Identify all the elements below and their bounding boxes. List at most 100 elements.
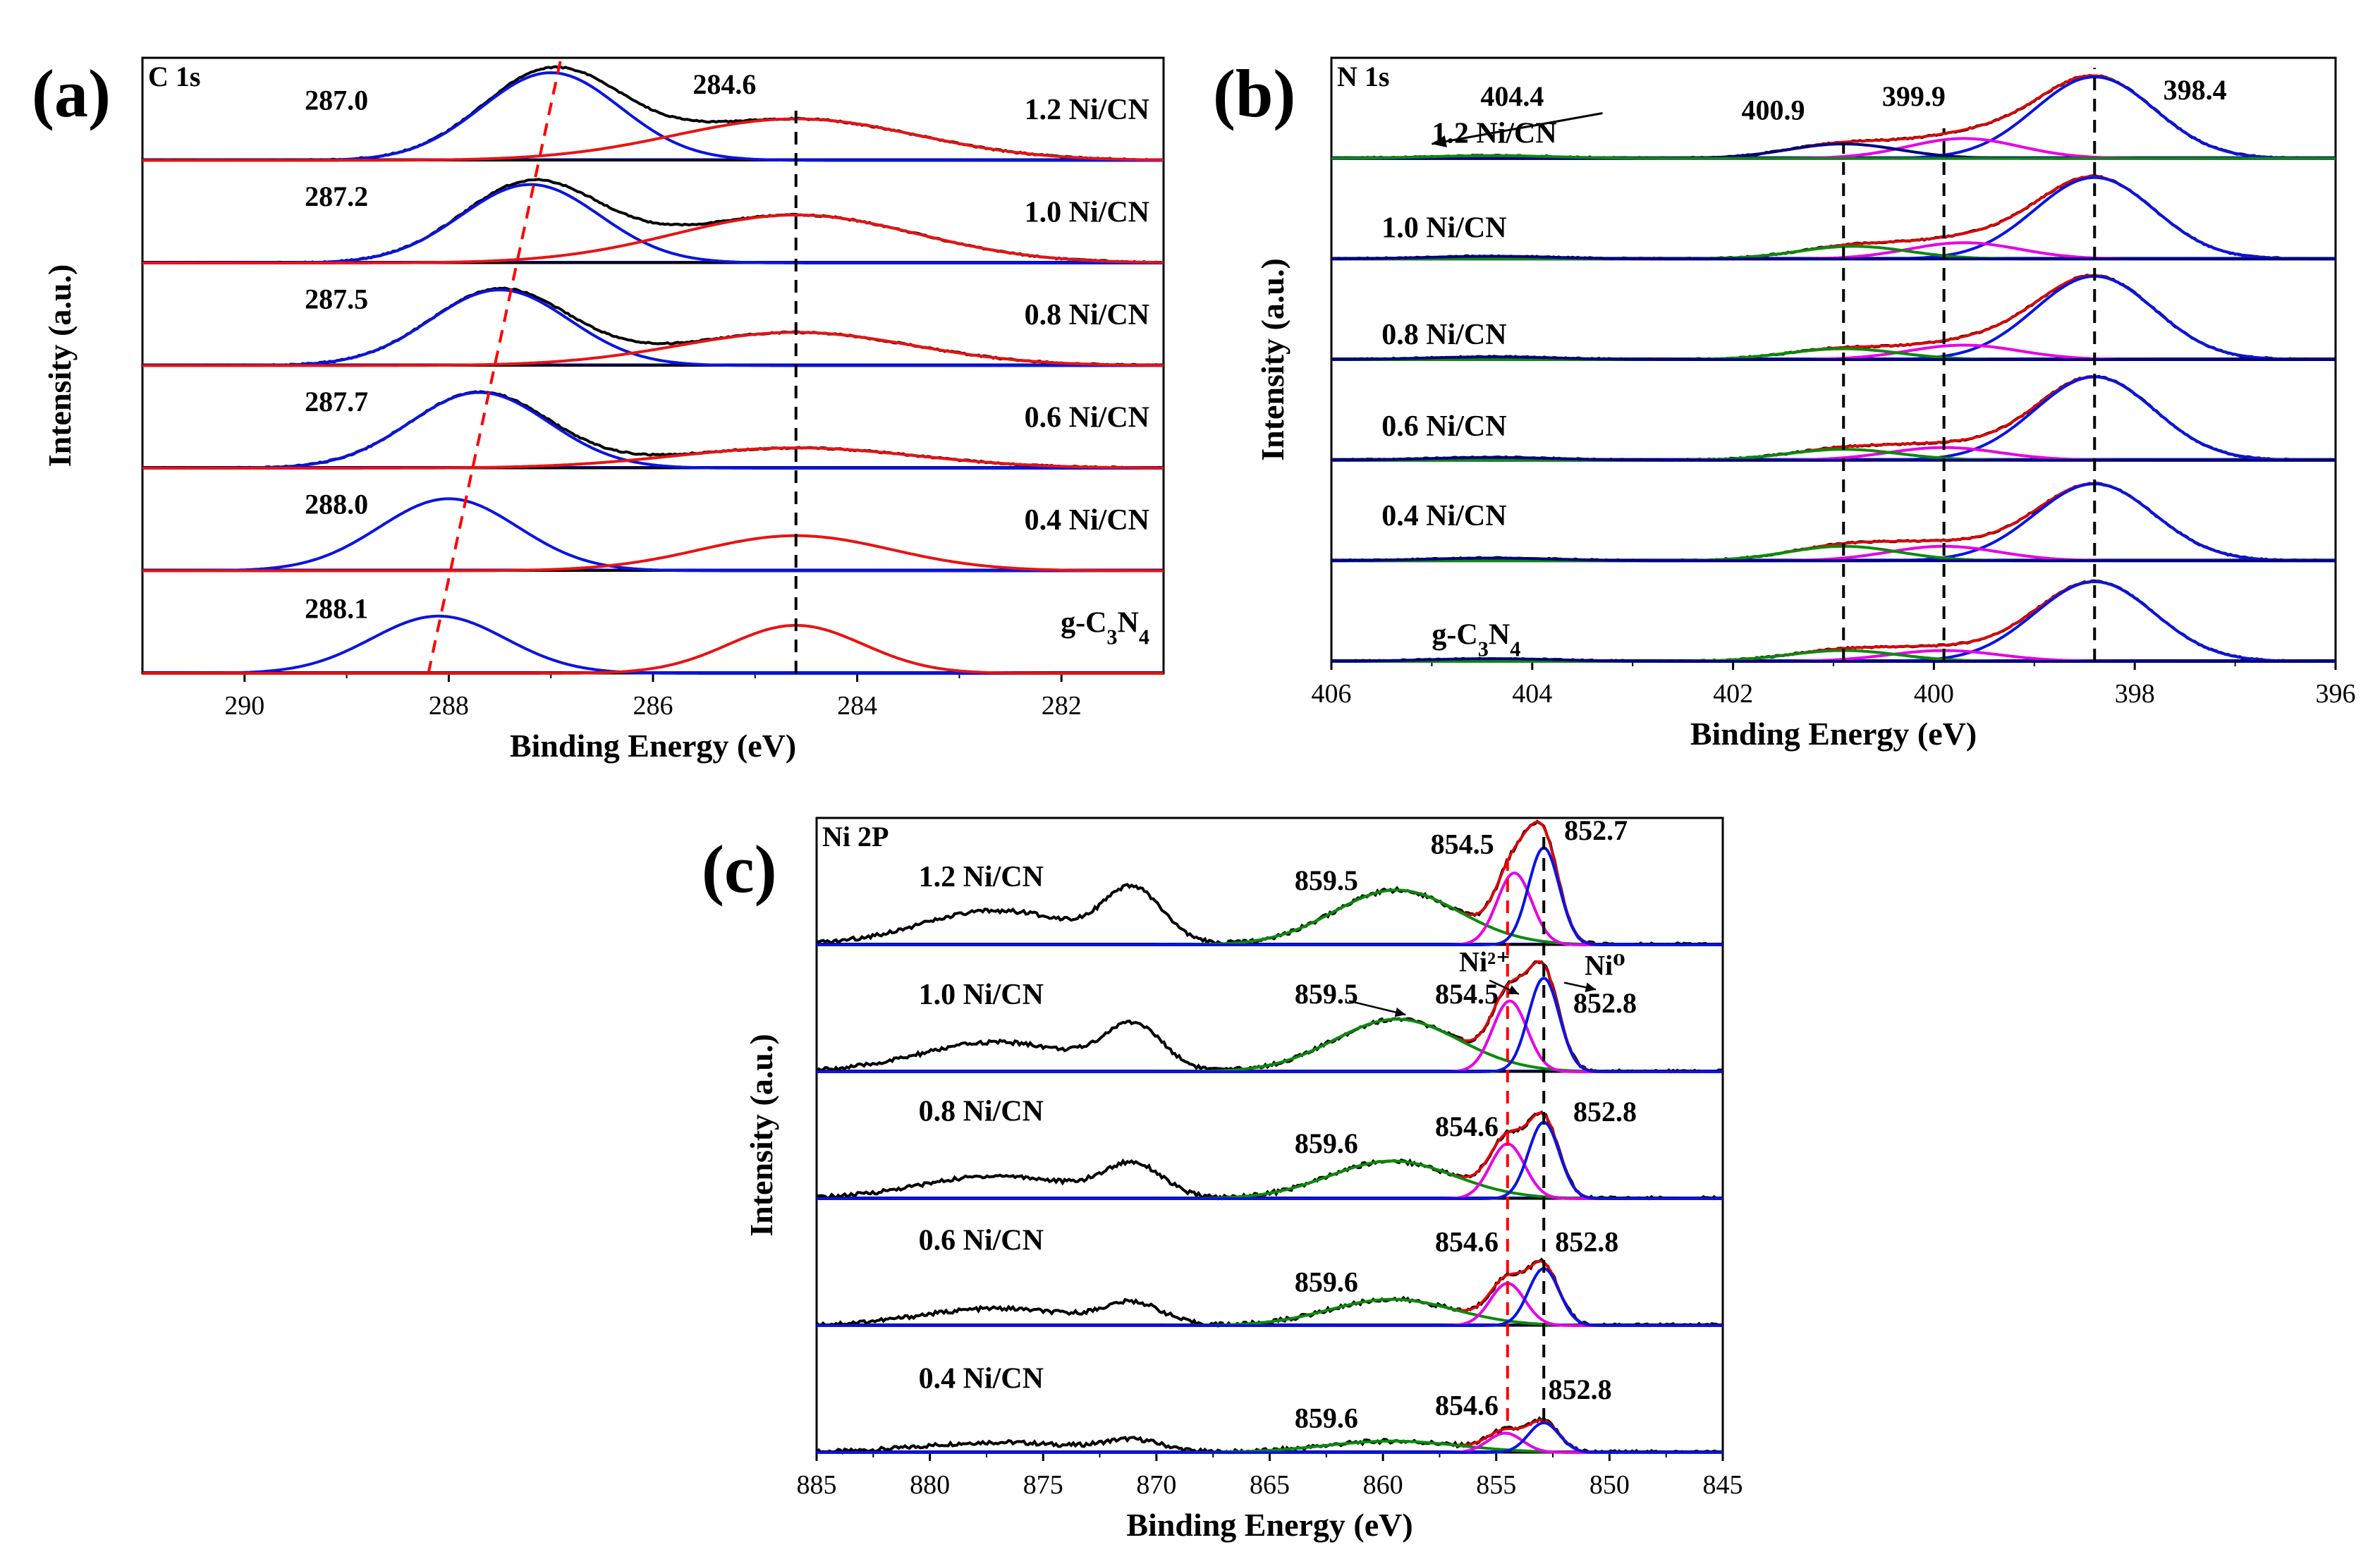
fit-component-blue [142, 71, 1164, 162]
peak-annotation: 287.7 [305, 386, 368, 417]
fit-component-blue [817, 977, 1723, 1073]
spectrum-stack: 0.8 Ni/CN [1331, 274, 2336, 362]
fit-component-blue [142, 391, 1164, 470]
peak-annotation: 854.6 [1435, 1226, 1499, 1258]
x-tick-label: 860 [1363, 1470, 1403, 1500]
x-tick-label: 402 [1713, 679, 1753, 709]
fit-component-navy [1331, 556, 2336, 563]
panel-a-c1s: 290 288 286 284 282 Binding Energy (eV) Intens… [32, 56, 1165, 764]
panel-title: Ni 2P [822, 821, 889, 852]
peak-annotation: 859.5 [1295, 864, 1358, 896]
sample-label: g-C3N4 [1061, 606, 1149, 649]
annotation-arrowhead [1432, 135, 1447, 147]
x-tick-label: 875 [1023, 1470, 1063, 1500]
spectrum-stack: 0.4 Ni/CN 859.6 854.6 852.8 [815, 1363, 1723, 1455]
peak-annotation: 400.9 [1742, 94, 1805, 126]
x-axis-label: Binding Energy (eV) [510, 728, 796, 764]
fit-component-blue [817, 1421, 1723, 1454]
peak-annotation: 854.5 [1435, 978, 1499, 1010]
x-tick-label: 396 [2316, 679, 2356, 709]
spectrum-stack: 0.6 Ni/CN 859.6 854.6 852.8 [815, 1225, 1723, 1328]
raw-spectrum-line [142, 65, 1164, 162]
annotation-arrow [1432, 111, 1603, 145]
spectrum-stack: 0.4 Ni/CN 288.0 [142, 488, 1164, 573]
fit-component-navy [1331, 657, 2336, 663]
panel-label: (b) [1213, 56, 1295, 131]
peak-annotation: 852.8 [1555, 1226, 1618, 1258]
fit-component-red [142, 446, 1164, 470]
fit-component-magenta [817, 1142, 1723, 1200]
fit-component-blue [817, 1266, 1723, 1327]
raw-spectrum-line [815, 1416, 1723, 1455]
peak-annotation: 859.6 [1295, 1266, 1358, 1297]
fit-component-navy [1331, 456, 2336, 462]
x-tick-label: 880 [910, 1470, 950, 1500]
spectrum-stack: 0.4 Ni/CN [1331, 482, 2336, 563]
panel-label: (a) [32, 56, 111, 131]
spectrum-stack: 1.0 Ni/CN [1331, 174, 2336, 261]
peak-annotation: 399.9 [1882, 80, 1946, 112]
panel-title: C 1s [148, 61, 200, 92]
fit-component-blue [142, 614, 1164, 675]
fit-component-blue [817, 1120, 1723, 1200]
x-tick-label: 282 [1042, 691, 1082, 721]
fit-component-blue [142, 497, 1164, 573]
peak-annotation: 859.6 [1295, 1127, 1358, 1159]
sample-label: 0.6 Ni/CN [919, 1225, 1044, 1257]
y-axis-label: Intensity (a.u.) [1255, 258, 1290, 461]
x-tick-label: 885 [797, 1470, 837, 1500]
sample-label: 1.0 Ni/CN [919, 979, 1044, 1011]
sample-label: 0.6 Ni/CN [1025, 401, 1149, 434]
x-tick-label: 290 [224, 691, 264, 721]
sample-label: 0.8 Ni/CN [1025, 299, 1149, 331]
peak-annotation: 287.0 [305, 84, 368, 116]
sample-label: 1.0 Ni/CN [1025, 196, 1149, 228]
x-tick-label: 870 [1136, 1470, 1176, 1500]
peak-annotation: 287.2 [305, 181, 368, 212]
raw-spectrum-line [815, 1257, 1723, 1328]
x-tick-label: 398 [2115, 679, 2155, 709]
x-tick-label: 850 [1589, 1470, 1630, 1500]
fit-sum-line [817, 1260, 1723, 1327]
spectrum-stack: 0.6 Ni/CN 287.7 [142, 386, 1164, 470]
peak-annotation: 854.6 [1435, 1390, 1499, 1422]
panel-b-n1s: 406 404 402 400 398 396 Binding Energy (eV) Int… [1213, 56, 2356, 752]
annotation-arrowhead [1394, 1007, 1406, 1017]
peak-annotation: 398.4 [2164, 74, 2227, 106]
x-axis-label: Binding Energy (eV) [1690, 716, 1977, 752]
fit-component-blue [817, 846, 1723, 946]
spectrum-stack: 0.8 Ni/CN 859.6 854.6 852.8 [816, 1095, 1723, 1201]
annotation-arrowhead [1507, 985, 1519, 995]
fit-sum-line [817, 1419, 1723, 1454]
spectrum-stack: 1.0 Ni/CN 287.2 [142, 178, 1164, 265]
x-tick-label: 400 [1914, 679, 1954, 709]
peak-annotation: 852.8 [1573, 1096, 1637, 1127]
raw-spectrum-line [142, 286, 1164, 367]
sample-label: 0.4 Ni/CN [919, 1363, 1044, 1395]
y-axis-label: Intensity (a.u.) [42, 264, 78, 467]
fit-component-red [142, 213, 1164, 264]
y-axis-label: Intensity (a.u.) [743, 1034, 779, 1237]
panel-label: (c) [702, 831, 777, 907]
sample-label: g-C3N4 [1432, 618, 1520, 661]
peak-annotation: 852.8 [1573, 987, 1637, 1019]
raw-spectrum-line [142, 178, 1164, 265]
plot-frame [815, 817, 1724, 1454]
x-tick-label: 865 [1250, 1470, 1290, 1500]
x-tick-label: 406 [1312, 679, 1352, 709]
sample-label: 0.8 Ni/CN [1381, 319, 1506, 351]
sample-label: 0.6 Ni/CN [1381, 410, 1506, 443]
peak-annotation: 859.5 [1295, 978, 1358, 1010]
sample-label: 1.2 Ni/CN [919, 861, 1044, 893]
sample-label: 0.4 Ni/CN [1381, 500, 1506, 532]
panel-c-ni2p: 885 880 875 870 865 860 855 850 845 Binding Energ… [702, 814, 1743, 1543]
peak-annotation: 859.6 [1295, 1402, 1358, 1433]
x-tick-label: 845 [1703, 1470, 1743, 1500]
sample-label: 0.4 Ni/CN [1025, 504, 1149, 537]
peak-annotation: 854.6 [1435, 1111, 1499, 1142]
fit-component-green [1331, 154, 2336, 160]
x-tick-label: 286 [633, 691, 673, 721]
fit-component-red [142, 534, 1164, 573]
x-tick-label: 284 [837, 691, 877, 721]
